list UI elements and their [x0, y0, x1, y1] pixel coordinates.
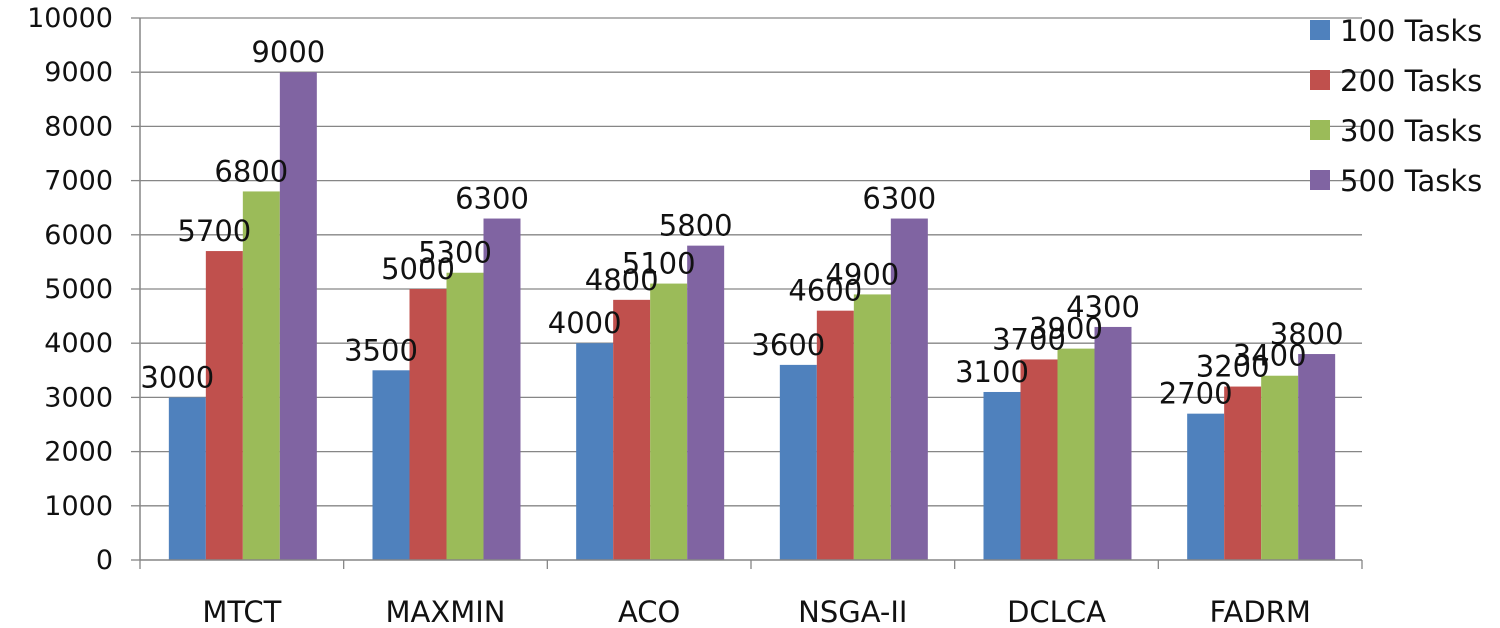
bar [613, 299, 651, 560]
data-label: 3400 [1233, 339, 1307, 373]
bar [1224, 386, 1262, 560]
bar [168, 397, 206, 560]
data-label: 3800 [1270, 317, 1344, 351]
y-tick-label: 10000 [27, 3, 113, 34]
x-axis-categories: MTCT MAXMIN ACO NSGA-II DCLCA FADRM [202, 595, 1311, 628]
legend: 100 Tasks 200 Tasks 300 Tasks 500 Tasks [1310, 14, 1482, 198]
data-label: 3700 [992, 322, 1066, 356]
y-tick-label: 0 [96, 545, 113, 576]
y-tick-label: 9000 [44, 57, 113, 88]
x-category-label: FADRM [1209, 595, 1310, 628]
legend-label: 200 Tasks [1340, 64, 1482, 98]
legend-label: 500 Tasks [1340, 164, 1482, 198]
data-label: 4800 [585, 263, 659, 297]
data-label: 4900 [825, 257, 899, 291]
y-tick-label: 5000 [44, 274, 113, 305]
bar [576, 343, 614, 560]
legend-swatch [1310, 170, 1330, 190]
data-label: 5000 [381, 252, 455, 286]
bar [853, 294, 891, 560]
data-label: 5300 [418, 236, 492, 270]
bar [1187, 413, 1225, 560]
x-category-label: DCLCA [1007, 595, 1106, 628]
data-label: 3600 [751, 328, 825, 362]
data-label: 3900 [1029, 312, 1103, 346]
legend-swatch [1310, 120, 1330, 140]
bar [279, 72, 317, 560]
y-tick-label: 6000 [44, 220, 113, 251]
data-label: 4600 [788, 274, 862, 308]
legend-swatch [1310, 20, 1330, 40]
legend-swatch [1310, 70, 1330, 90]
y-tick-label: 3000 [44, 382, 113, 413]
y-axis-ticks: 0 1000 2000 3000 4000 5000 6000 7000 8000 9000 100… [27, 3, 113, 576]
data-label: 2700 [1159, 377, 1233, 411]
data-label: 3500 [344, 333, 418, 367]
bar [409, 289, 447, 560]
legend-label: 300 Tasks [1340, 114, 1482, 148]
bar [650, 283, 688, 560]
y-tick-label: 1000 [44, 491, 113, 522]
data-label: 6800 [214, 154, 288, 188]
data-label: 5100 [622, 247, 696, 281]
y-tick-label: 2000 [44, 437, 113, 468]
data-label: 3200 [1196, 350, 1270, 384]
y-tick-label: 7000 [44, 166, 113, 197]
bar [983, 391, 1021, 560]
y-tick-label: 8000 [44, 111, 113, 142]
bar [779, 364, 817, 560]
bar [1298, 354, 1336, 560]
bar [483, 218, 521, 561]
bar [205, 251, 243, 560]
data-label: 6300 [862, 182, 936, 216]
x-category-label: ACO [618, 595, 680, 628]
bar [816, 310, 854, 560]
bar [372, 370, 410, 560]
bar [1057, 348, 1095, 560]
x-category-label: MAXMIN [386, 595, 506, 628]
bar [1020, 359, 1058, 560]
gridlines [140, 17, 1362, 507]
data-label: 3000 [140, 360, 214, 394]
bar [687, 245, 725, 560]
data-label: 9000 [251, 35, 325, 69]
data-label: 3100 [955, 355, 1029, 389]
legend-label: 100 Tasks [1340, 14, 1482, 48]
data-label: 5700 [177, 214, 251, 248]
data-label: 5800 [659, 209, 733, 243]
bars [168, 72, 1336, 561]
data-label: 4300 [1066, 290, 1140, 324]
bar [242, 191, 280, 560]
bar [446, 272, 484, 560]
bar [1094, 326, 1132, 560]
x-category-label: NSGA-II [798, 595, 907, 628]
data-label: 4000 [548, 306, 622, 340]
bar [890, 218, 928, 561]
axes [131, 17, 1363, 569]
bar [1261, 375, 1299, 560]
y-tick-label: 4000 [44, 328, 113, 359]
x-category-label: MTCT [202, 595, 281, 628]
data-label: 6300 [455, 182, 529, 216]
